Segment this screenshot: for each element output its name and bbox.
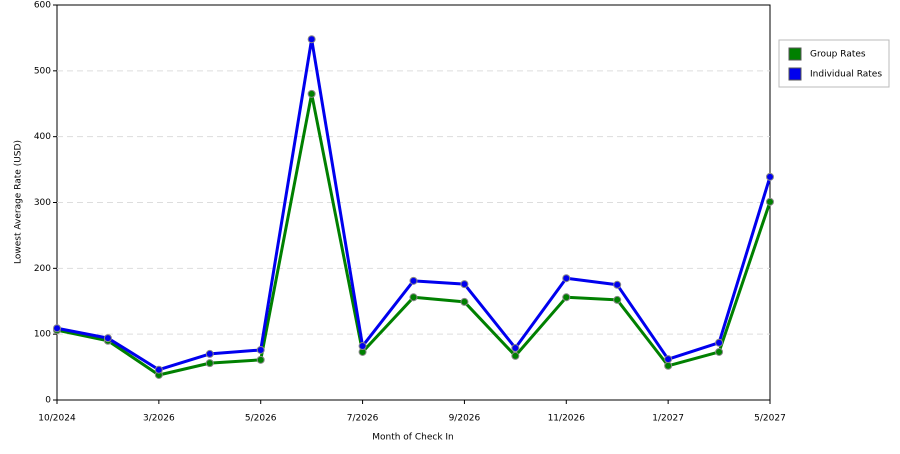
legend-label: Individual Rates bbox=[810, 70, 882, 80]
point bbox=[511, 351, 520, 360]
point bbox=[613, 280, 622, 289]
plot-frame bbox=[56, 4, 771, 401]
x-tick-label: 11/2026 bbox=[548, 414, 586, 424]
x-tick-label: 5/2026 bbox=[245, 414, 277, 424]
point bbox=[256, 355, 265, 364]
point bbox=[256, 345, 265, 354]
point bbox=[664, 355, 673, 364]
x-tick-label: 9/2026 bbox=[449, 414, 481, 424]
point bbox=[409, 276, 418, 285]
point bbox=[460, 297, 469, 306]
point bbox=[715, 338, 724, 347]
x-tick-label: 5/2027 bbox=[754, 414, 786, 424]
x-axis-label: Month of Check In bbox=[372, 433, 454, 443]
point bbox=[766, 172, 774, 181]
point bbox=[664, 361, 673, 370]
y-tick-label: 500 bbox=[34, 66, 51, 76]
legend-label: Group Rates bbox=[810, 50, 866, 60]
point bbox=[205, 349, 214, 358]
x-tick-label: 3/2026 bbox=[143, 414, 175, 424]
y-tick-label: 600 bbox=[34, 1, 51, 11]
series-line bbox=[56, 92, 772, 377]
point bbox=[511, 343, 520, 352]
x-tick-label: 1/2027 bbox=[652, 414, 684, 424]
point bbox=[613, 295, 622, 304]
y-tick-label: 400 bbox=[34, 132, 51, 142]
y-tick-label: 300 bbox=[34, 198, 51, 208]
point bbox=[205, 359, 214, 368]
x-tick-label: 7/2026 bbox=[347, 414, 379, 424]
y-tick-label: 100 bbox=[34, 330, 51, 340]
point bbox=[715, 347, 724, 356]
x-tick-label: 10/2024 bbox=[38, 414, 76, 424]
point bbox=[409, 293, 418, 302]
point bbox=[562, 293, 571, 302]
legend-swatch bbox=[788, 47, 802, 61]
point bbox=[53, 324, 61, 333]
point bbox=[103, 334, 112, 343]
point bbox=[766, 197, 774, 206]
y-tick-label: 0 bbox=[45, 396, 51, 406]
y-tick-label: 200 bbox=[34, 264, 51, 274]
series-line bbox=[56, 37, 772, 372]
legend-swatch bbox=[788, 67, 802, 81]
point bbox=[154, 365, 163, 374]
point bbox=[460, 280, 469, 289]
point bbox=[358, 342, 367, 351]
point bbox=[307, 89, 316, 98]
point bbox=[562, 274, 571, 283]
y-axis-label: Lowest Average Rate (USD) bbox=[14, 140, 24, 264]
point bbox=[307, 35, 316, 44]
